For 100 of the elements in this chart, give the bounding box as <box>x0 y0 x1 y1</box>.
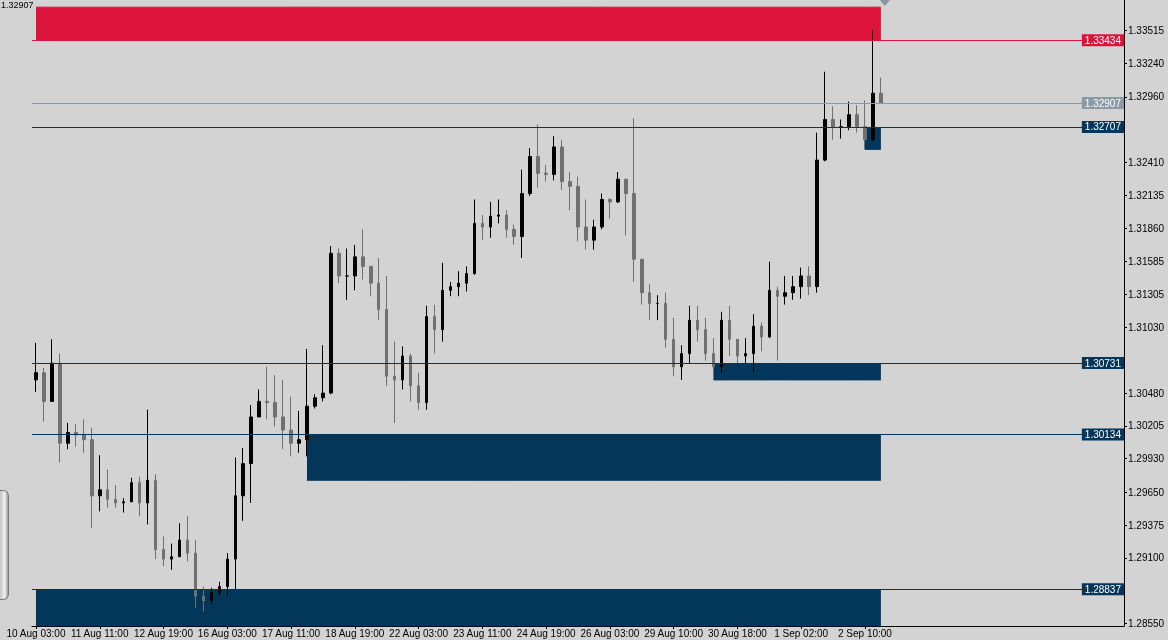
x-tick-label: 12 Aug 19:00 <box>134 627 194 639</box>
x-tick-label: 10 Aug 03:00 <box>6 627 66 639</box>
y-tick-label: 1.32960 <box>1128 91 1165 103</box>
y-tick-label: 1.29375 <box>1128 519 1165 531</box>
candlestick <box>473 199 476 276</box>
candlestick <box>768 261 771 339</box>
candlestick <box>640 258 644 306</box>
candlestick <box>512 224 516 246</box>
y-tick-label: 1.32410 <box>1128 156 1165 168</box>
candlestick <box>353 244 357 291</box>
candlestick <box>154 473 157 560</box>
candlestick <box>624 178 628 236</box>
candlestick <box>528 147 532 197</box>
candlestick <box>138 476 141 517</box>
candlestick <box>449 281 452 297</box>
candlestick <box>807 265 811 296</box>
y-tick-label: 1.28550 <box>1128 618 1165 630</box>
candlestick <box>58 353 62 463</box>
candlestick <box>162 535 165 567</box>
candlestick <box>186 515 189 562</box>
candlestick <box>234 457 237 591</box>
candlestick <box>520 169 524 259</box>
candlestick <box>871 29 875 142</box>
candlestick <box>823 71 827 162</box>
candlestick <box>361 228 365 281</box>
candlestick <box>281 379 285 450</box>
candlestick <box>385 275 388 387</box>
candlestick <box>297 410 301 454</box>
text: 1.32907 <box>1 0 34 10</box>
ref-line-label: 1.33434 <box>1084 34 1122 46</box>
candlestick <box>688 305 691 364</box>
candlestick <box>98 454 102 512</box>
candlestick <box>632 117 636 283</box>
x-tick-label: 11 Aug 11:00 <box>71 627 129 639</box>
candlestick <box>289 396 293 457</box>
candlestick <box>799 267 803 300</box>
candlestick <box>345 247 349 301</box>
candlestick <box>457 270 460 297</box>
candlestick <box>847 101 851 131</box>
candlestick <box>321 344 325 402</box>
candlestick <box>592 219 596 251</box>
candlestick <box>409 353 412 402</box>
x-tick-label: 17 Aug 11:00 <box>261 627 321 639</box>
candlestick <box>122 497 125 514</box>
x-tick-label: 22 Aug 03:00 <box>389 627 449 639</box>
candlestick <box>616 171 620 204</box>
candlestick <box>752 313 755 373</box>
candlestick <box>401 345 404 390</box>
x-tick-label: 2 Sep 10:00 <box>837 627 893 639</box>
candlestick <box>249 404 253 504</box>
candlestick <box>170 543 173 571</box>
candlestick <box>863 99 867 150</box>
candlestick <box>265 366 269 420</box>
candlestick <box>441 262 444 343</box>
candlestick <box>712 337 715 381</box>
candlestick <box>760 322 763 352</box>
candlestick <box>146 409 149 525</box>
candlestick <box>720 311 723 374</box>
candlestick <box>50 338 54 402</box>
y-tick-label: 1.29650 <box>1128 486 1165 498</box>
candlestick <box>114 484 117 509</box>
x-tick-label: 24 Aug 19:00 <box>516 627 577 639</box>
candlestick <box>544 164 548 183</box>
candlestick <box>744 337 747 364</box>
candlestick <box>377 257 380 321</box>
candlestick <box>241 447 245 522</box>
x-tick-label: 26 Aug 03:00 <box>580 627 640 639</box>
candlestick <box>505 209 508 239</box>
x-tick-label: 1 Sep 02:00 <box>774 627 829 639</box>
y-tick-label: 1.31305 <box>1128 288 1165 300</box>
candlestick <box>736 338 739 364</box>
candlestick <box>568 171 572 211</box>
candlestick <box>648 283 651 321</box>
y-tick-label: 1.29930 <box>1128 453 1165 465</box>
y-tick-label: 1.31585 <box>1128 255 1165 267</box>
candlestick <box>815 132 819 294</box>
candlestick <box>130 477 133 503</box>
ref-line-label: 1.30731 <box>1084 357 1122 369</box>
candlestick <box>608 197 612 220</box>
candlestick <box>696 305 699 343</box>
candlestick <box>425 305 428 411</box>
candlestick <box>66 422 70 450</box>
candlestick <box>584 199 588 251</box>
candlestick <box>90 427 94 529</box>
candlestick <box>831 105 835 141</box>
candlestick <box>34 342 38 393</box>
candlestick <box>218 581 221 597</box>
x-tick-label: 18 Aug 19:00 <box>325 627 385 639</box>
candlestick <box>393 341 396 424</box>
candlestick <box>576 176 580 242</box>
candlestick <box>369 265 373 297</box>
y-tick-label: 1.29100 <box>1128 552 1165 564</box>
candlestick <box>783 275 787 306</box>
candlestick <box>600 193 604 230</box>
y-tick-label: 1.30480 <box>1128 387 1165 399</box>
candlestick <box>305 348 309 457</box>
candlestick <box>433 304 436 355</box>
ref-line-label: 1.30134 <box>1084 428 1122 440</box>
x-tick-label: 16 Aug 03:00 <box>197 627 258 639</box>
candlestick <box>656 294 659 321</box>
